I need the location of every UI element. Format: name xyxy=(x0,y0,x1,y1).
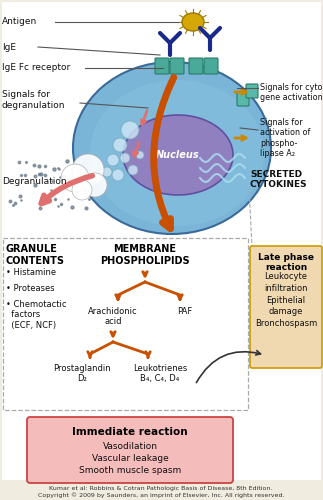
FancyBboxPatch shape xyxy=(246,84,258,98)
Text: Nucleus: Nucleus xyxy=(156,150,200,160)
Text: Signals for
activation of
phospho-
lipase A₂: Signals for activation of phospho- lipas… xyxy=(260,118,310,158)
Circle shape xyxy=(102,167,112,177)
FancyArrowPatch shape xyxy=(41,176,92,204)
Text: Prostaglandin
D₂: Prostaglandin D₂ xyxy=(53,364,111,384)
Circle shape xyxy=(112,169,124,181)
Ellipse shape xyxy=(182,13,204,31)
Text: Late phase
reaction: Late phase reaction xyxy=(258,253,314,272)
Text: Vasodilation
Vascular leakage
Smooth muscle spasm: Vasodilation Vascular leakage Smooth mus… xyxy=(79,442,181,474)
Text: Antigen: Antigen xyxy=(2,18,37,26)
Text: MEMBRANE
PHOSPHOLIPIDS: MEMBRANE PHOSPHOLIPIDS xyxy=(100,244,190,266)
Circle shape xyxy=(72,180,92,200)
Circle shape xyxy=(107,154,119,166)
FancyBboxPatch shape xyxy=(2,2,321,480)
FancyBboxPatch shape xyxy=(204,58,218,74)
FancyBboxPatch shape xyxy=(237,92,249,106)
Ellipse shape xyxy=(73,62,271,234)
FancyBboxPatch shape xyxy=(155,58,169,74)
Circle shape xyxy=(113,138,127,152)
FancyBboxPatch shape xyxy=(27,417,233,483)
Circle shape xyxy=(61,164,89,192)
Text: Immediate reaction: Immediate reaction xyxy=(72,427,188,437)
Ellipse shape xyxy=(90,80,264,226)
Text: Leukocyte
infiltration
Epithelial
damage
Bronchospasm: Leukocyte infiltration Epithelial damage… xyxy=(255,272,317,328)
FancyBboxPatch shape xyxy=(189,58,203,74)
Text: Copyright © 2009 by Saunders, an imprint of Elsevier, Inc. All rights reserved.: Copyright © 2009 by Saunders, an imprint… xyxy=(38,492,284,498)
Ellipse shape xyxy=(123,115,233,195)
Text: Signals for cytokine
gene activation: Signals for cytokine gene activation xyxy=(260,83,323,102)
Circle shape xyxy=(128,165,138,175)
Circle shape xyxy=(72,154,104,186)
Text: • Chemotactic
  factors
  (ECF, NCF): • Chemotactic factors (ECF, NCF) xyxy=(6,300,67,330)
Text: Signals for
degranulation: Signals for degranulation xyxy=(2,90,66,110)
FancyBboxPatch shape xyxy=(250,246,322,368)
Text: • Histamine: • Histamine xyxy=(6,268,56,277)
FancyArrowPatch shape xyxy=(196,350,261,382)
FancyBboxPatch shape xyxy=(170,58,184,74)
Text: • Proteases: • Proteases xyxy=(6,284,55,293)
Text: PAF: PAF xyxy=(177,307,193,316)
Text: Kumar et al: Robbins & Cotran Pathologic Basis of Disease, 8th Edition.: Kumar et al: Robbins & Cotran Pathologic… xyxy=(49,486,273,491)
Circle shape xyxy=(83,173,107,197)
Text: SECRETED
CYTOKINES: SECRETED CYTOKINES xyxy=(250,170,307,190)
Text: Arachidonic
acid: Arachidonic acid xyxy=(88,307,138,326)
Circle shape xyxy=(136,151,144,159)
Text: GRANULE
CONTENTS: GRANULE CONTENTS xyxy=(6,244,65,266)
Text: Degranulation: Degranulation xyxy=(2,178,67,186)
Text: Leukotrienes
B₄, C₄, D₄: Leukotrienes B₄, C₄, D₄ xyxy=(133,364,187,384)
Circle shape xyxy=(120,153,130,163)
FancyArrowPatch shape xyxy=(154,78,174,229)
Text: IgE: IgE xyxy=(2,42,16,51)
Text: IgE Fc receptor: IgE Fc receptor xyxy=(2,64,70,72)
Circle shape xyxy=(121,121,139,139)
